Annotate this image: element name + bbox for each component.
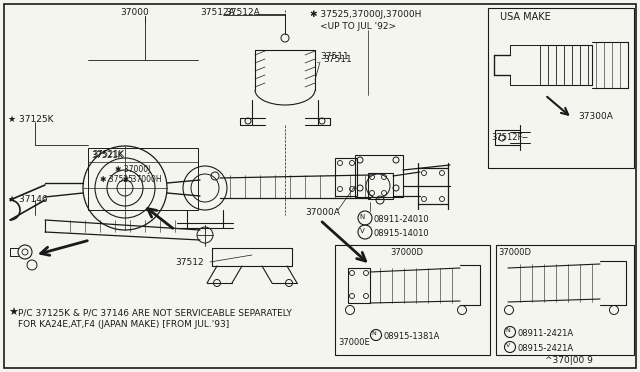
Text: N: N [506,328,510,333]
Bar [488,8,634,168]
Text: 08915-2421A: 08915-2421A [518,344,574,353]
Text: ^370|00 9: ^370|00 9 [545,356,593,365]
Bar [348,268,370,303]
Text: 37000E: 37000E [338,338,370,347]
Text: ★ 37146: ★ 37146 [8,195,47,204]
Bar [88,148,198,210]
Text: USA MAKE: USA MAKE [500,12,551,22]
Text: 37000D: 37000D [390,248,423,257]
Text: 08911-24010: 08911-24010 [374,215,429,224]
Text: 37511: 37511 [323,55,352,64]
Text: 37512: 37512 [175,258,204,267]
Text: N: N [360,214,365,220]
Text: 37000: 37000 [120,8,148,17]
Text: 08915-1381A: 08915-1381A [384,332,440,341]
Text: N: N [372,331,376,336]
Text: ✱ 37000H: ✱ 37000H [118,175,162,184]
Text: 08915-14010: 08915-14010 [374,229,429,238]
Bar [335,245,490,355]
Text: 37521K: 37521K [91,151,123,160]
Text: V: V [360,228,364,234]
Text: 37511: 37511 [320,52,349,61]
Text: ★ 37125K: ★ 37125K [8,115,54,124]
Text: 37300A: 37300A [578,112,613,121]
Text: 08911-2421A: 08911-2421A [518,329,574,338]
Text: V: V [506,343,510,348]
Text: 37000A: 37000A [305,208,340,217]
Text: 37000D: 37000D [498,248,531,257]
Text: 37512A: 37512A [225,8,260,17]
Text: ★: ★ [8,308,18,318]
Bar [355,155,403,197]
Text: 37512F─: 37512F─ [491,133,527,142]
Text: 37512A: 37512A [200,8,235,17]
Text: ✱ 37525,37000J,37000H: ✱ 37525,37000J,37000H [310,10,421,19]
Bar [335,158,357,196]
Text: ✱ 37000J: ✱ 37000J [115,165,150,174]
Text: <UP TO JUL '92>: <UP TO JUL '92> [320,22,396,31]
Text: FOR KA24E,AT,F4 (JAPAN MAKE) [FROM JUL.'93]: FOR KA24E,AT,F4 (JAPAN MAKE) [FROM JUL.'… [18,320,229,329]
Text: P/C 37125K & P/C 37146 ARE NOT SERVICEABLE SEPARATELY: P/C 37125K & P/C 37146 ARE NOT SERVICEAB… [18,308,292,317]
Text: ✱ 37525: ✱ 37525 [100,175,133,184]
Bar [496,245,634,355]
Text: 37521K: 37521K [92,150,124,159]
Bar [368,173,393,199]
